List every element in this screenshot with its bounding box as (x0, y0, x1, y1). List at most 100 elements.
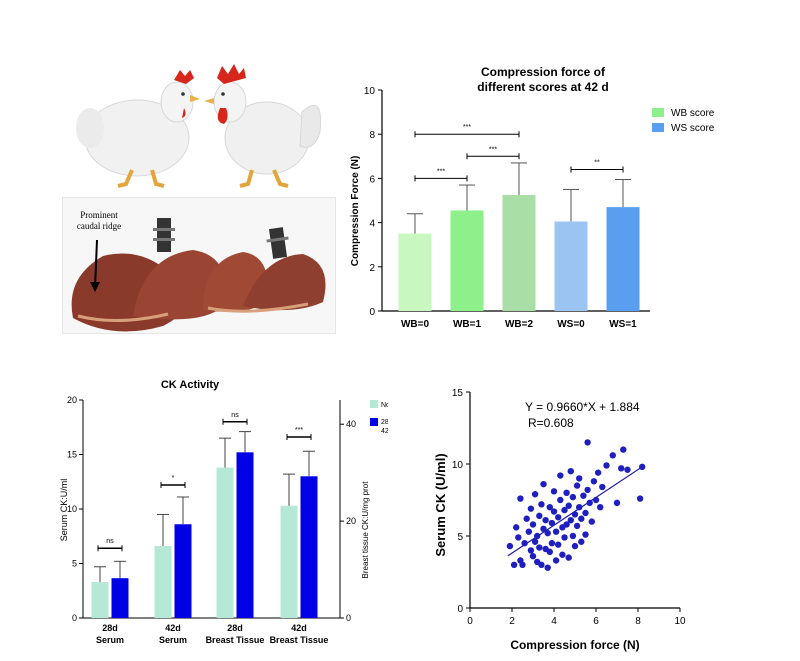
scatter-point (565, 502, 572, 509)
scatter-y-tick-label: 10 (452, 460, 464, 471)
compression-force-chart: Compression force of different scores at… (340, 58, 720, 338)
chart1-ylabel: Compression Force (N) (350, 156, 361, 267)
chicken-photo (62, 50, 332, 190)
scatter-point (534, 532, 541, 540)
chart1-y-tick-label: 10 (364, 86, 376, 97)
scatter-point (513, 524, 520, 531)
scatter-point (584, 439, 591, 446)
scatter-point (555, 541, 562, 548)
chart2-bar (216, 467, 234, 618)
chart2-y-tick-label: 0 (72, 613, 77, 623)
scatter-point (618, 465, 625, 472)
scatter-point (624, 466, 631, 473)
scatter-point (506, 542, 514, 550)
chart2-y-tick-label: 10 (67, 504, 77, 514)
ck-activity-chart: CK Activity Serum CK:U/ml Breast tissue … (58, 372, 426, 656)
scatter-x-tick-label: 6 (593, 616, 599, 627)
scatter-point (569, 532, 577, 540)
chart2-bar (174, 524, 192, 618)
chart2-bar (91, 582, 109, 618)
scatter-point (552, 557, 560, 564)
chart2-sig-label: ns (231, 412, 239, 419)
scatter-point (578, 538, 585, 545)
chart2-x-tick-label-line1: 42d (165, 623, 181, 633)
scatter-point (580, 492, 587, 499)
scatter-point (510, 561, 518, 568)
chart2-legend-label-line2: 42 d Moderate (381, 428, 388, 435)
chart1-x-tick-label: WS=0 (557, 319, 585, 330)
scatter-x-tick-label: 10 (674, 616, 686, 627)
scatter-point (529, 521, 537, 528)
scatter-point (517, 495, 524, 502)
scatter-point (594, 469, 602, 476)
scatter-point (531, 538, 539, 545)
chart2-x-tick-label-line1: 28d (227, 623, 243, 633)
scatter-point (529, 552, 537, 560)
scatter-point (546, 504, 553, 511)
chart1-y-tick-label: 2 (369, 263, 375, 274)
scatter-point (569, 493, 577, 501)
scatter-point (540, 525, 547, 532)
scatter-point (567, 468, 574, 475)
chart1-sig-label: ** (594, 160, 600, 167)
chart2-x-tick-label-line1: 28d (102, 623, 118, 633)
scatter-point (582, 509, 589, 517)
chart2-bar (280, 505, 298, 618)
chart2-legend-label: Normal (381, 402, 388, 409)
chart1-y-tick-label: 6 (369, 174, 375, 185)
chart2-legend-swatch (370, 400, 378, 408)
chart2-bar (236, 452, 254, 618)
scatter-point (578, 515, 585, 522)
scatter-point (548, 540, 556, 547)
scatter-x-tick-label: 4 (551, 616, 557, 627)
scatter-point (571, 511, 579, 518)
scatter-point (521, 540, 528, 547)
scatter-point (573, 482, 581, 489)
scatter-y-tick-label: 15 (452, 388, 464, 399)
scatter-point (538, 501, 545, 508)
chart2-legend-label-line1: 28 d Mild and (381, 419, 388, 426)
scatter-point (519, 561, 526, 568)
scatter-point (571, 542, 579, 550)
scatter-point (552, 528, 560, 535)
chart1-sig-label: *** (463, 124, 471, 131)
scatter-point (561, 506, 568, 514)
chart1-y-tick-label: 4 (369, 219, 375, 230)
chart2-legend-swatch (370, 418, 378, 426)
scatter-point (546, 548, 553, 556)
chart1-legend-label: WB score (671, 108, 715, 119)
chart2-bar (300, 476, 318, 618)
scatter-point (523, 515, 530, 522)
scatter-point (536, 544, 543, 551)
chart1-bar (606, 207, 640, 311)
scatter-point (620, 446, 627, 453)
chart2-x-tick-label-line2: Serum (96, 635, 124, 645)
chart2-y2-tick-label: 20 (346, 516, 356, 526)
scatter-point (536, 512, 543, 520)
chart1-bar (502, 194, 536, 311)
scatter-point (588, 518, 595, 525)
scatter-point (603, 462, 610, 469)
scatter-point (557, 472, 564, 479)
scatter-x-tick-label: 8 (635, 616, 641, 627)
scatter-point (639, 463, 646, 471)
breast-fillet-photo: Prominent caudal ridge (62, 197, 336, 334)
scatter-point (613, 499, 621, 507)
chart2-bar (111, 578, 129, 618)
chart2-y-tick-label: 5 (72, 559, 77, 569)
scatter-point (555, 514, 562, 521)
scatter-point (544, 564, 551, 571)
scatter-point (525, 528, 532, 535)
chart1-title-line1: Compression force of (481, 65, 606, 79)
scatter-point (515, 534, 522, 541)
scatter-y-tick-label: 0 (457, 604, 463, 615)
scatter-xlabel: Compression force (N) (510, 638, 639, 652)
chart1-y-tick-label: 8 (369, 130, 375, 141)
scatter-point (576, 504, 583, 511)
chart2-y2-tick-label: 0 (346, 613, 351, 623)
chart1-legend-swatch (652, 123, 664, 132)
scatter-point (542, 516, 549, 524)
scatter-y-tick-label: 5 (457, 532, 463, 543)
chart2-sig-label: ns (106, 538, 114, 545)
scatter-point (636, 495, 644, 502)
